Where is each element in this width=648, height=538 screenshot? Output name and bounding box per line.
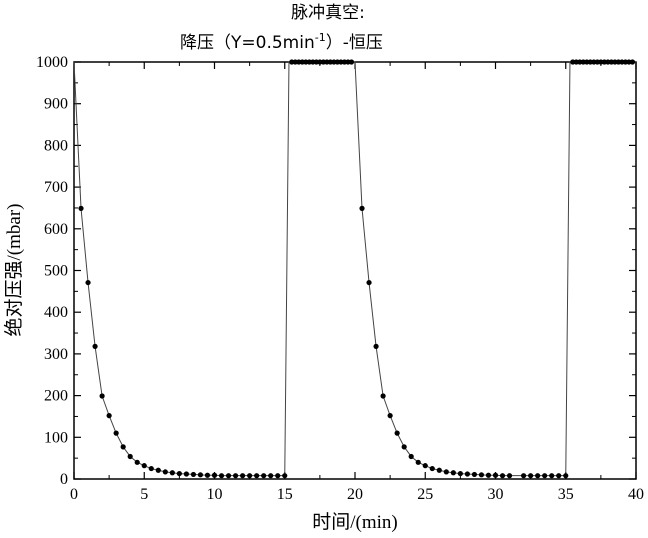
data-point xyxy=(395,431,400,436)
x-axis-label: 时间/(min) xyxy=(312,511,398,533)
data-point xyxy=(409,454,414,459)
data-point xyxy=(359,206,364,211)
x-tick-label: 10 xyxy=(207,486,223,503)
data-point xyxy=(226,473,231,478)
data-point xyxy=(142,463,147,468)
data-point xyxy=(465,471,470,476)
data-point xyxy=(261,473,266,478)
data-point xyxy=(402,444,407,449)
y-tick-label: 700 xyxy=(44,179,68,196)
data-point xyxy=(535,473,540,478)
data-point xyxy=(85,280,90,285)
data-point xyxy=(254,473,259,478)
data-point xyxy=(198,472,203,477)
data-point xyxy=(630,59,635,64)
x-tick-label: 30 xyxy=(488,486,504,503)
data-point xyxy=(500,473,505,478)
data-point xyxy=(268,473,273,478)
series-marker-group xyxy=(78,59,635,478)
data-point xyxy=(205,473,210,478)
data-point xyxy=(472,472,477,477)
data-point xyxy=(542,473,547,478)
y-tick-label: 900 xyxy=(44,96,68,113)
y-tick-label: 100 xyxy=(44,429,68,446)
data-point xyxy=(114,431,119,436)
x-tick-label: 40 xyxy=(628,486,644,503)
data-point xyxy=(373,344,378,349)
data-point xyxy=(444,469,449,474)
data-point xyxy=(556,473,561,478)
x-tick-label: 25 xyxy=(417,486,433,503)
chart-subtitle: 降压（Y=0.5min-1）-恒压 xyxy=(180,31,383,53)
data-point xyxy=(416,460,421,465)
x-tick-label: 0 xyxy=(70,486,78,503)
data-point xyxy=(78,206,83,211)
data-point xyxy=(563,473,568,478)
data-point xyxy=(366,280,371,285)
x-tick-label: 20 xyxy=(347,486,363,503)
x-tick-label: 5 xyxy=(140,486,148,503)
y-tick-label: 1000 xyxy=(36,54,68,71)
y-tick-label: 0 xyxy=(60,471,68,488)
data-point xyxy=(107,413,112,418)
data-point xyxy=(128,454,133,459)
data-point xyxy=(388,413,393,418)
data-point xyxy=(233,473,238,478)
chart-subtitle-prefix: 降压（Y=0.5min xyxy=(180,33,315,53)
y-tick-label: 800 xyxy=(44,137,68,154)
data-point xyxy=(191,472,196,477)
data-point xyxy=(156,468,161,473)
data-point xyxy=(507,473,512,478)
y-tick-label: 200 xyxy=(44,388,68,405)
data-point xyxy=(121,444,126,449)
data-point xyxy=(163,469,168,474)
chart-title: 脉冲真空: xyxy=(291,3,365,23)
data-point xyxy=(486,473,491,478)
y-tick-label: 300 xyxy=(44,346,68,363)
data-point xyxy=(135,460,140,465)
data-point xyxy=(275,473,280,478)
data-point xyxy=(381,393,386,398)
data-point xyxy=(528,473,533,478)
data-point xyxy=(219,473,224,478)
data-point xyxy=(240,473,245,478)
data-point xyxy=(458,471,463,476)
y-tick-label: 600 xyxy=(44,221,68,238)
y-tick-label: 500 xyxy=(44,263,68,280)
data-point xyxy=(92,344,97,349)
data-point xyxy=(177,471,182,476)
data-point xyxy=(149,466,154,471)
chart-subtitle-suffix: ）-恒压 xyxy=(326,33,383,53)
data-point xyxy=(479,472,484,477)
data-point xyxy=(423,463,428,468)
series-line-group xyxy=(74,62,636,476)
data-point xyxy=(521,473,526,478)
data-point xyxy=(170,470,175,475)
y-axis-label: 绝对压强/(mbar) xyxy=(3,204,25,337)
data-point xyxy=(282,473,287,478)
data-point xyxy=(451,470,456,475)
y-tick-label: 400 xyxy=(44,304,68,321)
series-line xyxy=(74,62,636,476)
data-point xyxy=(493,473,498,478)
chart-subtitle-superscript: -1 xyxy=(315,31,326,44)
y-axis-ticks: 0 100 200 300 400 500 600 700 800 900 1000 xyxy=(36,54,636,488)
data-point xyxy=(549,473,554,478)
x-axis-ticks: 0 5 10 15 20 25 30 35 40 xyxy=(70,62,644,503)
data-point xyxy=(100,393,105,398)
data-point xyxy=(247,473,252,478)
data-point xyxy=(184,471,189,476)
x-tick-label: 15 xyxy=(277,486,293,503)
data-point xyxy=(437,468,442,473)
plot-frame xyxy=(74,62,636,479)
data-point xyxy=(212,473,217,478)
x-tick-label: 35 xyxy=(558,486,574,503)
data-point xyxy=(430,466,435,471)
data-point xyxy=(349,59,354,64)
plot-area xyxy=(74,62,636,479)
